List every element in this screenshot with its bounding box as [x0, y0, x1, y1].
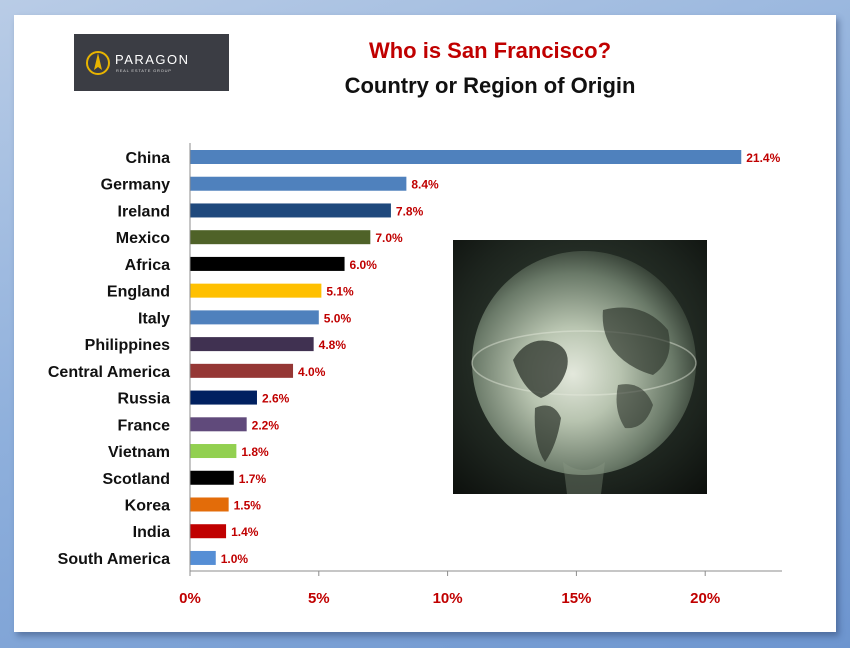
x-tick-label-10: 10%	[433, 590, 463, 607]
value-label-africa: 6.0%	[350, 258, 378, 272]
value-label-philippines: 4.8%	[319, 338, 347, 352]
value-label-france: 2.2%	[252, 418, 280, 432]
x-tick-label-15: 15%	[561, 590, 591, 607]
bar-africa	[190, 256, 345, 271]
category-label-italy: Italy	[138, 310, 170, 327]
category-label-china: China	[126, 150, 171, 167]
value-label-south-america: 1.0%	[221, 552, 249, 566]
category-label-south-america: South America	[58, 551, 170, 568]
bar-germany	[190, 176, 407, 191]
value-label-india: 1.4%	[231, 525, 259, 539]
category-label-korea: Korea	[125, 497, 170, 514]
bar-mexico	[190, 230, 371, 245]
chart-title: Who is San Francisco?	[368, 38, 612, 63]
x-tick-label-20: 20%	[690, 590, 720, 607]
category-labels: China Germany Ireland Mexico Africa England It…	[48, 150, 170, 568]
category-label-germany: Germany	[101, 177, 170, 194]
category-label-philippines: Philippines	[85, 337, 170, 354]
bar-russia	[190, 390, 257, 405]
category-label-vietnam: Vietnam	[108, 444, 170, 461]
value-label-germany: 8.4%	[411, 178, 439, 192]
bar-ireland	[190, 203, 391, 218]
value-label-vietnam: 1.8%	[241, 445, 269, 459]
category-label-ireland: Ireland	[118, 203, 170, 220]
x-axis-ticks: 0% 5% 10% 15% 20%	[179, 571, 720, 607]
category-label-mexico: Mexico	[116, 230, 170, 247]
bar-france	[190, 417, 247, 432]
bar-england	[190, 283, 322, 298]
value-label-mexico: 7.0%	[375, 231, 403, 245]
category-label-india: India	[133, 524, 170, 541]
value-label-england: 5.1%	[326, 285, 354, 299]
value-label-italy: 5.0%	[324, 311, 352, 325]
category-label-england: England	[107, 284, 170, 301]
value-label-china: 21.4%	[746, 151, 780, 165]
chart-subtitle: Country or Region of Origin	[344, 73, 636, 98]
value-label-russia: 2.6%	[262, 392, 290, 406]
bar-vietnam	[190, 444, 237, 459]
paragon-logo: PARAGON REAL ESTATE GROUP	[74, 34, 229, 91]
category-label-russia: Russia	[118, 391, 171, 408]
bars-group	[190, 150, 742, 565]
value-label-scotland: 1.7%	[239, 472, 267, 486]
bar-india	[190, 524, 227, 539]
bar-philippines	[190, 337, 314, 352]
bar-south-america	[190, 550, 216, 565]
bar-central-america	[190, 363, 294, 378]
logo-name: PARAGON	[115, 52, 190, 67]
bar-scotland	[190, 470, 234, 485]
x-tick-label-5: 5%	[308, 590, 330, 607]
globe-image	[453, 240, 707, 494]
category-label-central-america: Central America	[48, 364, 170, 381]
category-label-france: France	[118, 417, 171, 434]
paragon-logo-icon	[86, 51, 110, 75]
value-label-ireland: 7.8%	[396, 204, 424, 218]
category-label-africa: Africa	[125, 257, 170, 274]
bar-korea	[190, 497, 229, 512]
value-label-korea: 1.5%	[234, 498, 262, 512]
category-label-scotland: Scotland	[102, 471, 170, 488]
x-tick-label-0: 0%	[179, 590, 201, 607]
logo-subtitle: REAL ESTATE GROUP	[116, 68, 172, 73]
value-label-central-america: 4.0%	[298, 365, 326, 379]
value-labels: 21.4% 8.4% 7.8% 7.0% 6.0% 5.1% 5.0% 4.8% 4.0% 2.6…	[221, 151, 781, 566]
bar-china	[190, 150, 742, 164]
bar-italy	[190, 310, 319, 325]
